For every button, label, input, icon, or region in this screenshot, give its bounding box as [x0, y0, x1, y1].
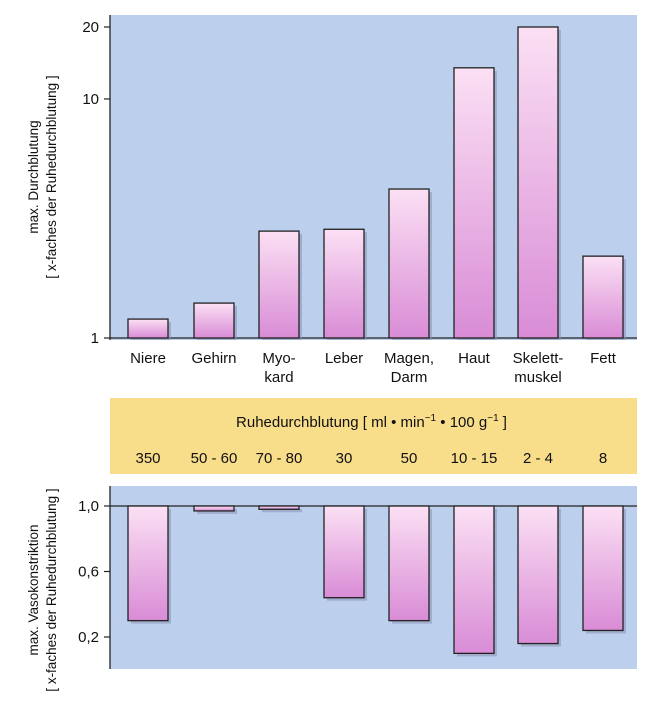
rest-flow-title: Ruhedurchblutung [ ml • min−1 • 100 g−1 …	[236, 413, 507, 431]
rest-flow-value-4: 50	[401, 450, 418, 467]
top-bars	[127, 26, 626, 340]
top-bar-2	[258, 230, 300, 339]
bottom-bar-6	[517, 505, 559, 645]
bottom-y-tick-label-1: 0,6	[78, 564, 99, 581]
category-label-4-line2: Darm	[391, 369, 428, 386]
rest-flow-values: 350 50 - 60 70 - 80 30 50 10 - 15 2 - 4 8	[135, 450, 607, 467]
bottom-bar-5	[453, 505, 495, 655]
bottom-y-axis-label-line1: max. Vasokonstriktion	[26, 524, 41, 655]
rest-flow-value-5: 10 - 15	[451, 450, 498, 467]
rest-flow-value-2: 70 - 80	[256, 450, 303, 467]
top-bar-7	[582, 255, 624, 339]
bottom-bar-2	[258, 505, 300, 510]
top-bar-0	[127, 318, 169, 339]
category-label-3: Leber	[325, 350, 363, 367]
bottom-y-axis-label-line2: [ x-faches der Ruhedurchblutung ]	[44, 488, 59, 691]
top-y-tick-label-0: 1	[91, 330, 99, 347]
bottom-bar-shadow-2	[262, 509, 302, 513]
rest-flow-value-6: 2 - 4	[523, 450, 553, 467]
bottom-y-tick-label-0: 1,0	[78, 498, 99, 515]
top-y-axis-label-line1: max. Durchblutung	[26, 120, 41, 233]
top-bar-6	[517, 26, 559, 339]
category-labels: Niere Gehirn Myo-kard Leber Magen, Darm Haut Sk…	[130, 350, 617, 386]
top-bar-5	[453, 67, 495, 339]
top-y-axis-label-line2: [ x-faches der Ruhedurchblutung ]	[44, 75, 59, 278]
rest-flow-value-1: 50 - 60	[191, 450, 238, 467]
category-label-5: Haut	[458, 350, 491, 367]
top-y-tick-label-2: 20	[82, 19, 99, 36]
rest-flow-value-7: 8	[599, 450, 607, 467]
top-bar-1	[193, 302, 235, 339]
category-label-4: Magen,	[384, 350, 434, 367]
bottom-bars	[127, 505, 626, 657]
rest-flow-band	[110, 398, 637, 474]
top-bar-4	[388, 188, 430, 339]
category-label-6: Skelett-	[513, 350, 564, 367]
bottom-bar-0	[127, 505, 169, 622]
top-y-ticks: 1 10 20	[82, 19, 110, 347]
bottom-y-ticks: 1,0 0,6 0,2	[78, 498, 110, 646]
category-label-0: Niere	[130, 350, 166, 367]
rest-flow-value-0: 350	[135, 450, 160, 467]
category-label-7: Fett	[590, 350, 617, 367]
bottom-bar-7	[582, 505, 624, 632]
rest-flow-value-3: 30	[336, 450, 353, 467]
bottom-bar-4	[388, 505, 430, 622]
category-label-6-line2: muskel	[514, 369, 562, 386]
bottom-bar-1	[193, 505, 235, 512]
category-label-1: Gehirn	[191, 350, 236, 367]
category-label-2-line2: kard	[264, 369, 293, 386]
bottom-y-tick-label-2: 0,2	[78, 629, 99, 646]
bottom-bar-3	[323, 505, 365, 599]
category-label-2: Myo-	[262, 350, 295, 367]
top-bar-3	[323, 228, 365, 339]
top-y-tick-label-1: 10	[82, 91, 99, 108]
